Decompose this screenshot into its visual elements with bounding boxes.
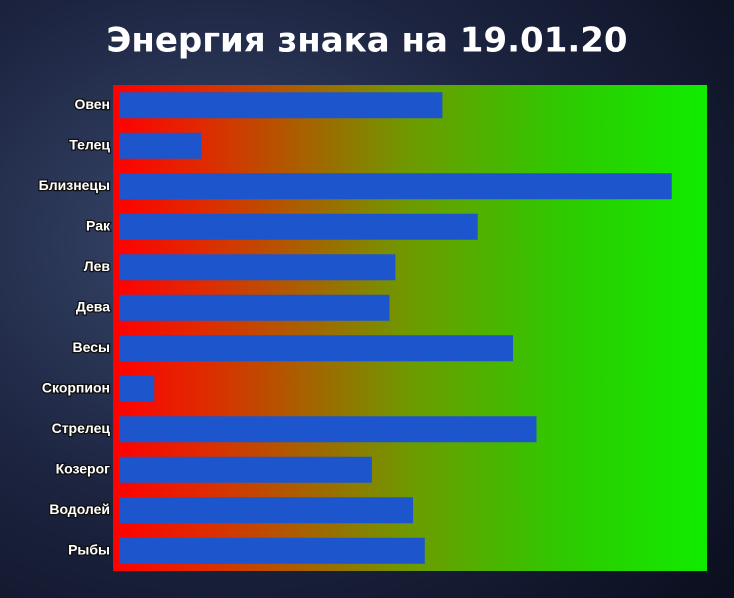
category-label: Дева <box>76 298 110 314</box>
bar <box>119 132 202 159</box>
category-label: Скорпион <box>42 379 110 395</box>
bar <box>119 294 390 321</box>
bar <box>119 537 425 564</box>
category-label: Весы <box>73 339 110 355</box>
category-label: Близнецы <box>39 177 110 193</box>
chart-title: Энергия знака на 19.01.20 <box>106 21 627 61</box>
plot-area <box>113 85 707 571</box>
category-label: Козерог <box>56 460 111 476</box>
bar <box>119 375 155 402</box>
bar <box>119 254 396 281</box>
bar <box>119 335 513 362</box>
category-label: Стрелец <box>52 420 111 436</box>
bar <box>119 416 537 443</box>
category-label: Рыбы <box>68 541 110 557</box>
category-label: Лев <box>84 258 111 274</box>
category-label: Водолей <box>49 501 110 517</box>
bar <box>119 497 413 524</box>
category-label: Овен <box>74 96 110 112</box>
category-label: Рак <box>86 217 111 233</box>
category-label: Телец <box>69 136 110 152</box>
bar <box>119 173 672 200</box>
bar <box>119 213 478 240</box>
bar <box>119 92 443 119</box>
bar <box>119 456 372 483</box>
